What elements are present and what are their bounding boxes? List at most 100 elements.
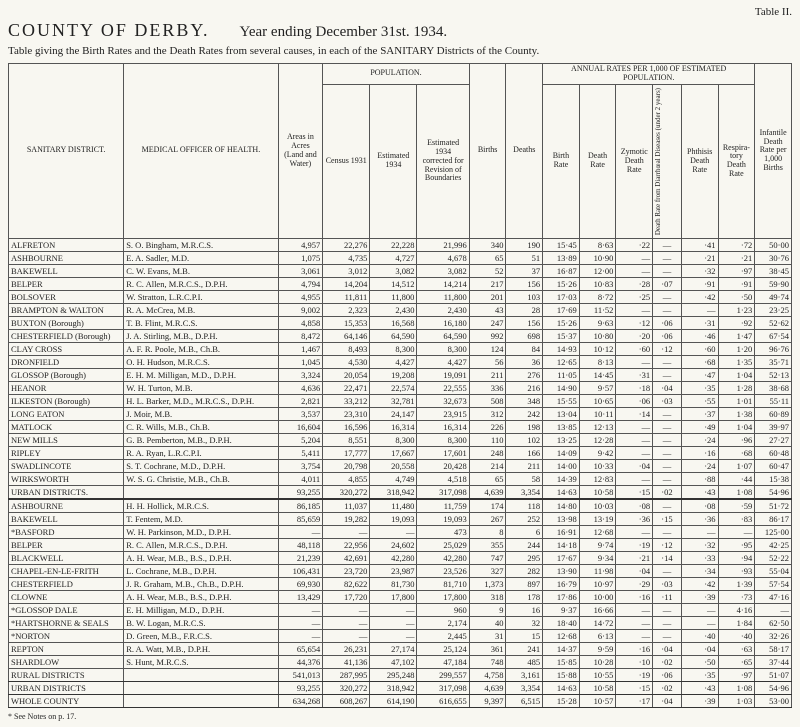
cell: 1,467	[278, 342, 323, 355]
cell: 166	[506, 446, 543, 459]
cell: 355	[469, 538, 506, 551]
cell: O. H. Hudson, M.R.C.S.	[124, 355, 278, 368]
cell: 1,045	[278, 355, 323, 368]
cell: 616,655	[417, 694, 469, 707]
cell	[124, 681, 278, 694]
cell: SWADLINCOTE	[9, 459, 124, 472]
cell: 12·28	[579, 433, 616, 446]
cell: —	[653, 472, 682, 485]
table-row: RIPLEYR. A. Ryan, L.R.C.P.I.5,41117,7771…	[9, 446, 792, 459]
cell: 17,800	[417, 590, 469, 603]
cell: ·19	[616, 668, 653, 681]
cell: 508	[469, 394, 506, 407]
cell: 9,397	[469, 694, 506, 707]
cell: 8,300	[417, 433, 469, 446]
cell: LONG EATON	[9, 407, 124, 420]
cell: 48,118	[278, 538, 323, 551]
cell: 13·85	[543, 420, 580, 433]
cell: 39·97	[755, 420, 792, 433]
cell: 9·63	[579, 316, 616, 329]
cell: 47,184	[417, 655, 469, 668]
cell: ·06	[653, 329, 682, 342]
cell: —	[653, 564, 682, 577]
cell: ·94	[718, 551, 755, 564]
cell: 1·38	[718, 407, 755, 420]
cell: —	[681, 303, 718, 316]
cell: 17·86	[543, 590, 580, 603]
cell: ·32	[681, 264, 718, 277]
cell: *HARTSHORNE & SEALS	[9, 616, 124, 629]
cell: CHESTERFIELD	[9, 577, 124, 590]
cell: 4,855	[323, 472, 370, 485]
table-row: SWADLINCOTES. T. Cochrane, M.D., D.P.H.3…	[9, 459, 792, 472]
cell: 1·23	[718, 303, 755, 316]
cell: 1·03	[718, 694, 755, 707]
cell: ·65	[718, 655, 755, 668]
table-row: CHESTERFIELD (Borough)J. A. Stirling, M.…	[9, 329, 792, 342]
table-row: WIRKSWORTHW. S. G. Christie, M.B., Ch.B.…	[9, 472, 792, 485]
cell: 55·11	[755, 394, 792, 407]
cell: 15·38	[755, 472, 792, 485]
cell: 17·67	[543, 551, 580, 564]
cell: ·50	[681, 655, 718, 668]
cell: —	[653, 499, 682, 513]
cell: 10·83	[579, 277, 616, 290]
cell: 11,480	[370, 499, 417, 513]
cell: —	[681, 525, 718, 538]
table-row: BAKEWELLC. W. Evans, M.B.3,0613,0123,082…	[9, 264, 792, 277]
cell: R. C. Allen, M.R.C.S., D.P.H.	[124, 277, 278, 290]
cell: 40	[469, 616, 506, 629]
cell: ·95	[718, 538, 755, 551]
cell: ·14	[616, 407, 653, 420]
cell: 4,955	[278, 290, 323, 303]
cell: —	[681, 616, 718, 629]
cell: ·43	[681, 485, 718, 499]
cell: 3,754	[278, 459, 323, 472]
cell: —	[370, 603, 417, 616]
cell: A. F. R. Poole, M.B., Ch.B.	[124, 342, 278, 355]
cell: 8,472	[278, 329, 323, 342]
cell: BUXTON (Borough)	[9, 316, 124, 329]
title-row: COUNTY OF DERBY. Year ending December 31…	[8, 20, 792, 41]
cell: 4,639	[469, 681, 506, 694]
cell: 3,012	[323, 264, 370, 277]
cell: ·10	[616, 655, 653, 668]
cell: ·15	[616, 681, 653, 694]
cell: ·44	[718, 472, 755, 485]
cell: 10·58	[579, 681, 616, 694]
cell: 4,758	[469, 668, 506, 681]
cell: E. A. Sadler, M.D.	[124, 251, 278, 264]
cell: 42,691	[323, 551, 370, 564]
cell: —	[616, 355, 653, 368]
cell: 32,781	[370, 394, 417, 407]
cell: 4,011	[278, 472, 323, 485]
cell: ·04	[616, 459, 653, 472]
cell: 16,596	[323, 420, 370, 433]
cell: 23·25	[755, 303, 792, 316]
cell: ·06	[616, 394, 653, 407]
cell: —	[681, 603, 718, 616]
cell: 2,821	[278, 394, 323, 407]
cell: WHOLE COUNTY	[9, 694, 124, 707]
cell: 35·71	[755, 355, 792, 368]
cell: 3,324	[278, 368, 323, 381]
cell: ·83	[718, 512, 755, 525]
cell: 3,082	[370, 264, 417, 277]
cell: ·33	[681, 551, 718, 564]
cell: —	[616, 603, 653, 616]
cell: 2,430	[370, 303, 417, 316]
cell: 178	[506, 590, 543, 603]
cell: 6,515	[506, 694, 543, 707]
cell: 16,604	[278, 420, 323, 433]
cell: —	[653, 264, 682, 277]
cell: 42·25	[755, 538, 792, 551]
cell: 14·80	[543, 499, 580, 513]
cell: 241	[506, 642, 543, 655]
table-row: *GLOSSOP DALEE. H. Milligan, M.D., D.P.H…	[9, 603, 792, 616]
cell: ·04	[616, 564, 653, 577]
cell: 992	[469, 329, 506, 342]
cell: ·36	[616, 512, 653, 525]
cell: ·35	[681, 668, 718, 681]
cell: —	[718, 525, 755, 538]
cell: C. W. Evans, M.B.	[124, 264, 278, 277]
